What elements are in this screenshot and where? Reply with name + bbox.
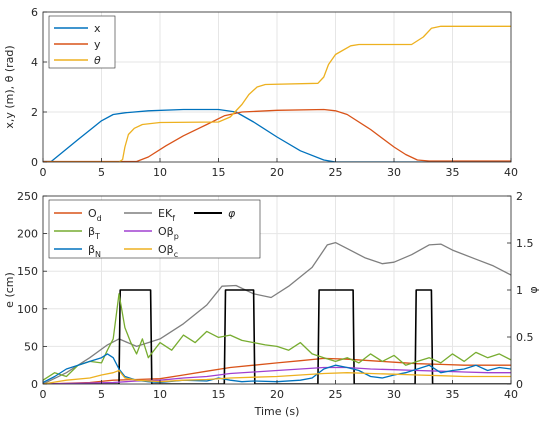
y-tick-label: 2 (31, 106, 38, 119)
series-line-1 (43, 108, 511, 162)
y-tick-label: 50 (24, 340, 38, 353)
y-tick-label: 150 (17, 265, 38, 278)
legend-label: θ (94, 54, 101, 67)
x-tick-label: 40 (504, 166, 518, 179)
legend-label: Oβp (158, 225, 179, 241)
series-line-0 (43, 108, 511, 162)
legend-label-base: φ (228, 207, 236, 220)
legend-label-sub: c (174, 250, 178, 259)
x-tick-label: 15 (212, 166, 226, 179)
x-tick-label: 40 (504, 388, 518, 401)
y-tick-label: 0 (31, 378, 38, 391)
y2-axis-label: φ (527, 286, 540, 293)
x-tick-label: 5 (98, 166, 105, 179)
x-tick-label: 0 (40, 166, 47, 179)
top-chart-panel: 0 5 10 15 20 25 30 35 40 0 2 4 6 x,y (m), θ (rad) xyθ (3, 6, 518, 179)
legend-box (48, 199, 261, 259)
legend-label: φ (228, 207, 236, 220)
y-tick-label: 6 (31, 6, 38, 19)
legend-label-sub: p (174, 232, 179, 241)
legend-label: βT (88, 225, 100, 241)
legend-label-base: EK (158, 207, 173, 220)
x-tick-label: 30 (387, 166, 401, 179)
y-axis-label: e (cm) (3, 272, 16, 308)
x-tick-label: 35 (446, 388, 460, 401)
y2-tick-label: 0 (516, 378, 523, 391)
series-line-2 (43, 289, 511, 384)
legend-label-sub: T (94, 232, 100, 241)
y2-tick-label: 1 (516, 284, 523, 297)
x-tick-label: 35 (446, 166, 460, 179)
legend-label-base: Oβ (158, 243, 174, 256)
x-tick-label: 15 (212, 388, 226, 401)
series-line-0 (43, 357, 511, 384)
legend-label-sub: d (97, 214, 102, 223)
series-line-2 (43, 25, 511, 162)
x-tick-label: 0 (40, 388, 47, 401)
y-tick-label: 0 (31, 156, 38, 169)
top-legend: xyθ (48, 15, 116, 69)
legend-label: EKf (158, 207, 175, 223)
x-tick-label: 10 (153, 388, 167, 401)
legend-label: y (94, 38, 101, 51)
x-tick-label: 25 (329, 166, 343, 179)
legend-label-base: O (88, 207, 97, 220)
x-tick-label: 25 (329, 388, 343, 401)
series-line-1 (43, 241, 511, 384)
y-tick-label: 200 (17, 228, 38, 241)
y-tick-label: 4 (31, 56, 38, 69)
x-tick-label: 30 (387, 388, 401, 401)
legend-label: Oβc (158, 243, 178, 259)
y2-tick-label: 0.5 (516, 331, 534, 344)
legend-label-sub: f (172, 214, 175, 223)
legend-label: βN (88, 243, 101, 259)
y2-tick-label: 1.5 (516, 237, 534, 250)
x-axis-label: Time (s) (254, 405, 300, 418)
legend-label: x (94, 22, 101, 35)
y-tick-label: 250 (17, 190, 38, 203)
x-tick-label: 10 (153, 166, 167, 179)
series-line-3 (43, 293, 511, 381)
legend-label: Od (88, 207, 102, 223)
y-tick-label: 100 (17, 303, 38, 316)
series-line-6 (43, 369, 511, 384)
bottom-chart-panel: 0 5 10 15 20 25 30 35 4005010015020025000.511.52… (3, 190, 540, 418)
y-axis-label: x,y (m), θ (rad) (3, 45, 16, 128)
legend-label-base: Oβ (158, 225, 174, 238)
x-tick-label: 20 (270, 388, 284, 401)
legend-label-base: β (88, 225, 95, 238)
x-tick-label: 5 (98, 388, 105, 401)
x-tick-label: 20 (270, 166, 284, 179)
y2-tick-label: 2 (516, 190, 523, 203)
legend-label-sub: N (95, 250, 101, 259)
series-group (43, 25, 511, 162)
legend-label-base: β (88, 243, 95, 256)
